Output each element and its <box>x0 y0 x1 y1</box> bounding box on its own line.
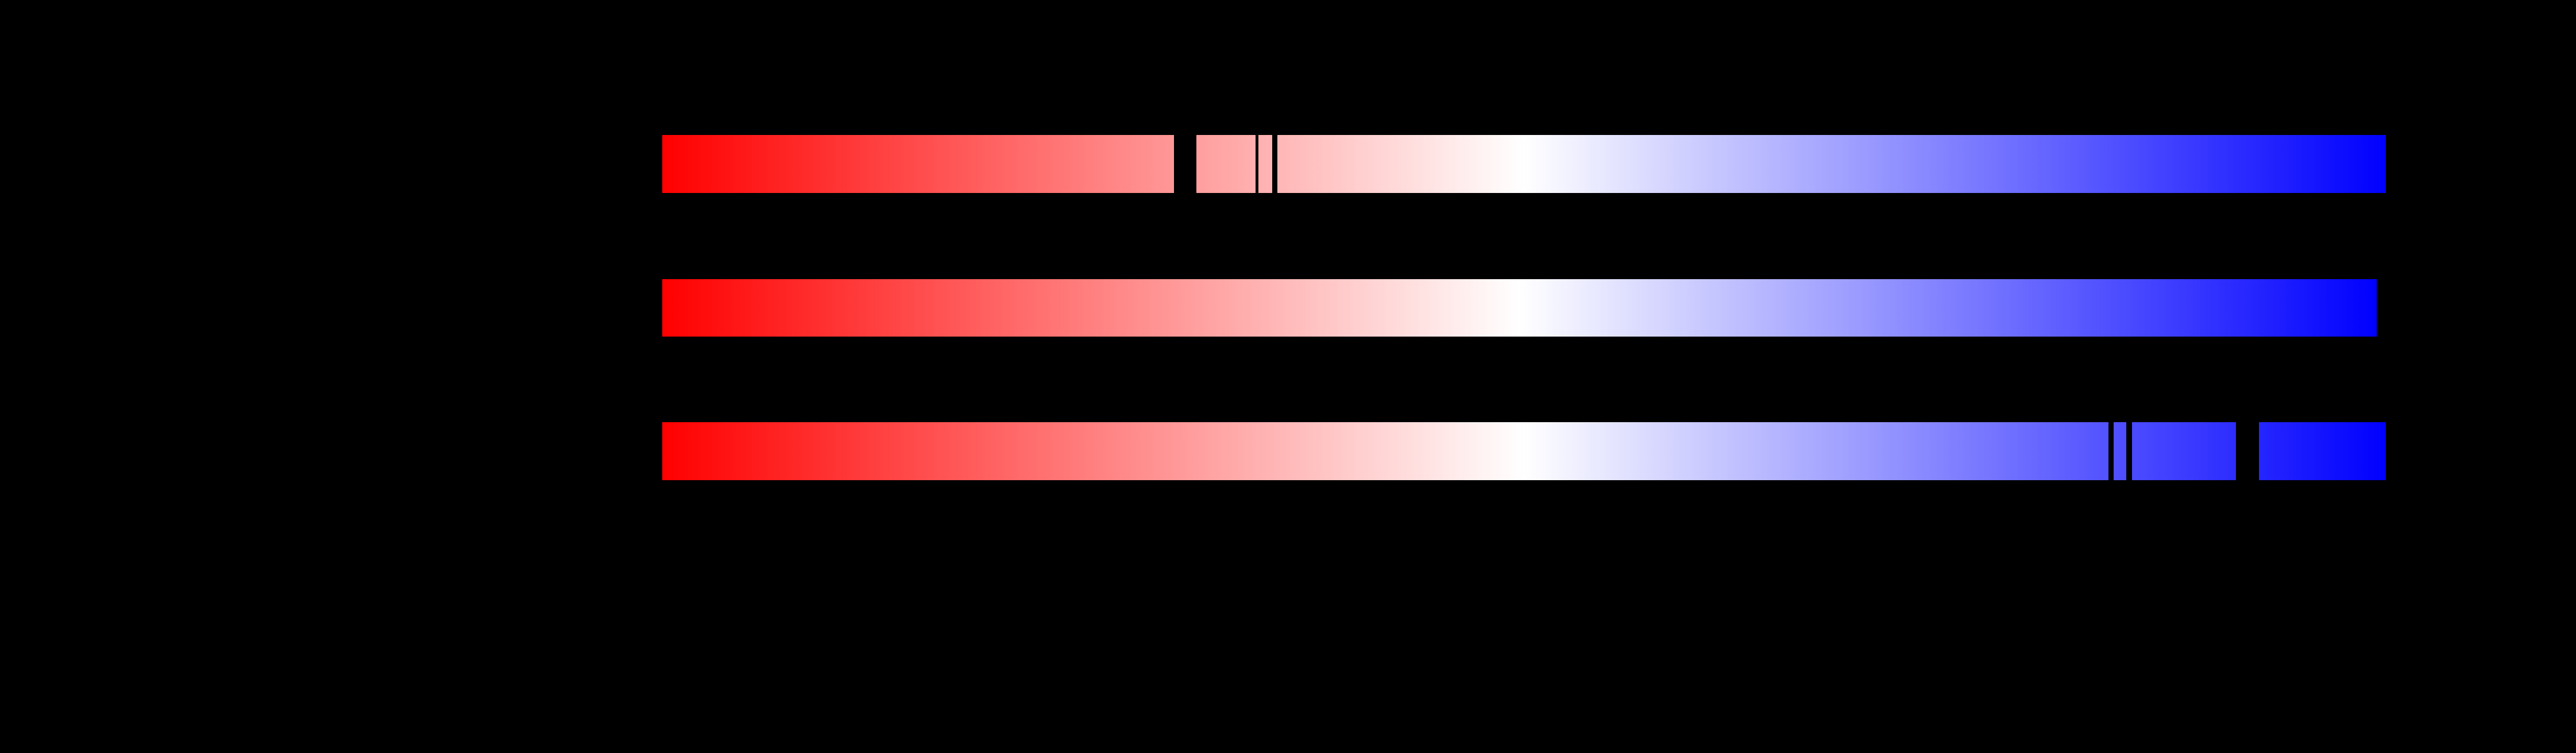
gradient-strip-row-3 <box>662 422 2386 480</box>
strip-gap <box>2236 422 2259 480</box>
gradient-strip-row-2 <box>662 279 2377 337</box>
strip-gap <box>1174 135 1196 193</box>
strip-gap <box>1256 135 1258 193</box>
strip-gap <box>1272 135 1277 193</box>
gradient-strip-row-1 <box>662 135 2386 193</box>
strip-gap <box>2108 422 2114 480</box>
strip-gap <box>2126 422 2132 480</box>
